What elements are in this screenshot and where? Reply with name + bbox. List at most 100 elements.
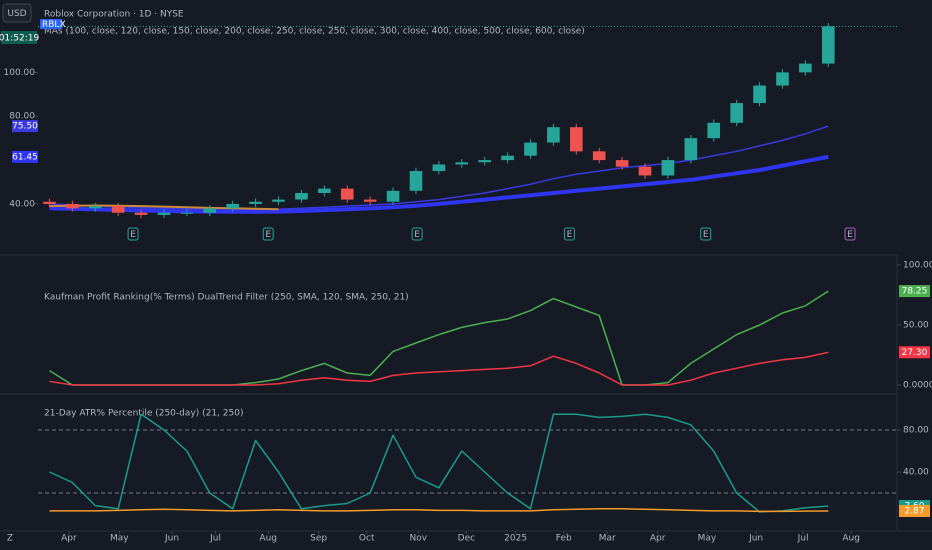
earnings-label: E <box>265 230 271 240</box>
y-tick-label: 40.00 <box>903 468 929 478</box>
candle-body <box>295 192 308 200</box>
candle-body <box>638 166 652 176</box>
candle-body <box>386 190 400 202</box>
x-tick-label: Aug <box>842 534 860 544</box>
candle-body <box>88 206 102 209</box>
pane-title: 21-Day ATR% Percentile (250-day) (21, 25… <box>44 409 243 419</box>
pane-title: Kaufman Profit Ranking(% Terms) DualTren… <box>44 293 409 303</box>
candle-body <box>43 201 56 204</box>
earnings-marker <box>844 227 856 241</box>
price-tag <box>12 120 38 133</box>
series-line <box>49 508 829 513</box>
y-tick-label: 80.00 <box>9 112 35 122</box>
x-tick-label: 2025 <box>504 534 527 544</box>
price-tag-label: 61.45 <box>12 152 38 162</box>
price-tag-label: 27.30 <box>902 348 928 358</box>
x-tick-label: Feb <box>556 534 572 544</box>
candle-body <box>547 127 560 143</box>
price-tag <box>899 346 930 359</box>
candle-body <box>821 26 835 64</box>
earnings-marker <box>700 227 712 241</box>
price-tag <box>899 505 930 518</box>
earnings-marker <box>262 227 274 241</box>
y-tick-label: 100.00 <box>903 260 932 270</box>
y-tick-label: 80.00 <box>903 426 929 436</box>
y-tick-label: 100.00 <box>4 68 36 78</box>
candle-body <box>570 127 583 152</box>
x-tick-label: Jul <box>797 534 809 544</box>
candle-body <box>318 188 331 193</box>
y-tick-label: 40.00 <box>9 199 35 209</box>
earnings-label: E <box>847 230 853 240</box>
series-line <box>49 204 279 211</box>
ticker: RBLX <box>42 20 66 30</box>
y-tick-label: 0.0000 <box>903 381 932 391</box>
candle-body <box>684 138 698 161</box>
series-line <box>49 351 829 386</box>
candle-body <box>455 162 469 165</box>
price-tag-label: 78.25 <box>902 287 928 297</box>
candle-body <box>501 155 514 161</box>
candle-body <box>226 203 240 209</box>
x-tick-label: Dec <box>458 534 475 544</box>
candle-body <box>753 85 766 104</box>
candle-body <box>66 203 79 209</box>
earnings-label: E <box>414 230 420 240</box>
x-tick-label: Apr <box>650 534 666 544</box>
currency: USD <box>7 9 26 19</box>
x-tick-label: May <box>110 534 129 544</box>
corner-label: Z <box>7 534 13 544</box>
candle-body <box>661 160 675 176</box>
candle-body <box>203 208 217 213</box>
candle-body <box>524 142 537 156</box>
candle-body <box>776 72 789 86</box>
earnings-marker <box>411 227 423 241</box>
candle-body <box>249 201 262 204</box>
x-tick-label: Mar <box>599 534 616 544</box>
x-tick-label: Sep <box>310 534 327 544</box>
ticker-tag <box>40 19 62 29</box>
candle-body <box>340 188 354 200</box>
countdown: 01:52:19 <box>0 34 39 44</box>
candle-body <box>272 199 285 202</box>
price-tag <box>899 285 930 298</box>
y-tick-label: 50.00 <box>903 321 929 331</box>
candle-body <box>799 63 812 73</box>
price-tag-label: 2.87 <box>904 507 924 517</box>
earnings-marker <box>563 227 575 241</box>
earnings-label: E <box>703 230 709 240</box>
candle-body <box>157 212 171 215</box>
x-tick-label: Jun <box>748 534 763 544</box>
x-tick-label: Jul <box>209 534 221 544</box>
candle-body <box>615 160 629 167</box>
x-tick-label: Nov <box>409 534 427 544</box>
series-line <box>49 125 829 211</box>
price-tag-label: 75.50 <box>12 122 38 132</box>
candle-body <box>363 199 377 202</box>
earnings-label: E <box>567 230 573 240</box>
pane-title: Roblox Corporation · 1D · NYSE <box>44 10 184 20</box>
price-tag <box>12 150 38 163</box>
x-tick-label: Oct <box>359 534 375 544</box>
x-tick-label: Jun <box>164 534 179 544</box>
series-line <box>49 154 829 214</box>
candle-body <box>707 122 721 139</box>
earnings-label: E <box>130 230 136 240</box>
x-tick-label: Aug <box>259 534 277 544</box>
candle-body <box>111 206 125 213</box>
x-tick-label: May <box>698 534 717 544</box>
candle-body <box>180 212 194 214</box>
indicator-legend: MAs (100, close, 120, close, 150, close,… <box>44 27 585 37</box>
currency-button[interactable] <box>2 3 32 23</box>
candle-body <box>730 103 743 123</box>
series-line <box>49 413 829 513</box>
candle-body <box>478 160 491 163</box>
candle-body <box>134 212 148 215</box>
candle-body <box>592 151 606 161</box>
countdown-box <box>1 31 37 44</box>
candle-body <box>432 164 446 172</box>
x-tick-label: Apr <box>61 534 77 544</box>
candle-body <box>409 171 423 191</box>
